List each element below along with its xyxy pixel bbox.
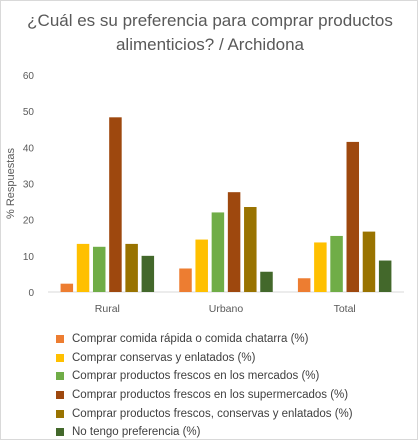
bar bbox=[60, 283, 74, 292]
chart-title: ¿Cuál es su preferencia para comprar pro… bbox=[27, 11, 393, 54]
legend-swatch bbox=[56, 391, 64, 400]
bar bbox=[297, 278, 311, 292]
y-tick-label: 40 bbox=[23, 143, 35, 154]
bar bbox=[244, 207, 257, 292]
bar bbox=[314, 242, 327, 292]
legend-label: No tengo preferencia (%) bbox=[72, 426, 201, 439]
bar bbox=[109, 117, 122, 292]
legend-swatch bbox=[56, 409, 64, 418]
bar bbox=[92, 246, 106, 292]
x-tick-label: Total bbox=[334, 303, 356, 315]
legend-swatch bbox=[56, 353, 64, 362]
y-tick-label: 60 bbox=[23, 71, 35, 82]
legend-item: No tengo preferencia (%) bbox=[56, 423, 353, 442]
legend-label: Comprar productos frescos en los mercado… bbox=[72, 370, 320, 383]
bar bbox=[227, 192, 241, 292]
bar bbox=[330, 235, 343, 292]
legend-item: Comprar productos frescos en los superme… bbox=[56, 386, 353, 405]
y-tick-label: 10 bbox=[23, 252, 35, 263]
bar bbox=[195, 239, 208, 292]
bar bbox=[211, 212, 225, 292]
y-tick-label: 0 bbox=[28, 288, 34, 299]
chart-legend: Comprar comida rápida o comida chatarra … bbox=[56, 330, 353, 442]
bar bbox=[76, 243, 90, 292]
legend-swatch bbox=[56, 372, 64, 381]
x-tick-label: Urbano bbox=[209, 303, 244, 315]
y-tick-label: 30 bbox=[23, 180, 35, 191]
y-tick-label: 50 bbox=[23, 107, 35, 118]
bar bbox=[346, 141, 360, 292]
legend-label: Comprar productos frescos en los superme… bbox=[72, 389, 349, 402]
legend-label: Comprar conservas y enlatados (%) bbox=[72, 351, 256, 364]
legend-swatch bbox=[56, 428, 64, 437]
legend-label: Comprar productos frescos, conservas y e… bbox=[72, 407, 353, 420]
y-tick-label: 20 bbox=[23, 216, 35, 227]
legend-item: Comprar productos frescos en los mercado… bbox=[56, 367, 353, 386]
legend-item: Comprar conservas y enlatados (%) bbox=[56, 349, 353, 368]
bar bbox=[260, 271, 273, 292]
legend-item: Comprar productos frescos, conservas y e… bbox=[56, 404, 353, 423]
bar bbox=[125, 243, 138, 292]
bar bbox=[362, 231, 376, 292]
legend-item: Comprar comida rápida o comida chatarra … bbox=[56, 330, 353, 349]
x-tick-label: Rural bbox=[95, 303, 120, 315]
bar bbox=[179, 268, 192, 292]
y-axis-label: % Respuestas bbox=[5, 148, 17, 219]
legend-swatch bbox=[56, 335, 64, 344]
legend-label: Comprar comida rápida o comida chatarra … bbox=[72, 333, 309, 346]
bar bbox=[141, 255, 155, 292]
bar bbox=[378, 260, 392, 292]
